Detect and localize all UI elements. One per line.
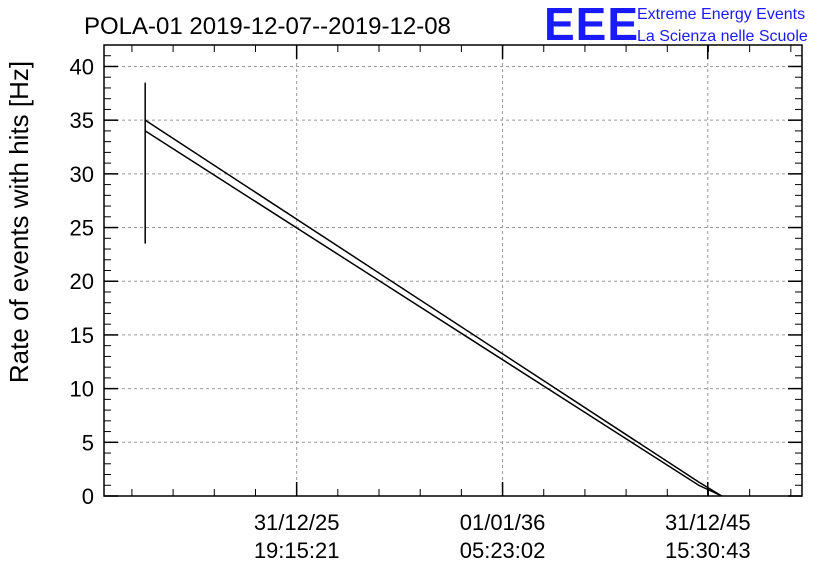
series-line-2 (144, 130, 723, 497)
chart-title: POLA-01 2019-12-07--2019-12-08 (84, 13, 451, 40)
tick-labels: 0 5 10 15 20 25 30 35 40 31/12/25 19:15:21 01/01/36… (70, 54, 751, 563)
x-tick-label-time: 19:15:21 (254, 538, 340, 563)
x-tick-label-date: 01/01/36 (460, 510, 546, 535)
plot-frame (103, 44, 803, 497)
data-marks (144, 82, 723, 497)
grid (104, 45, 802, 496)
y-tick-label: 30 (70, 162, 94, 187)
y-tick-label: 15 (70, 323, 94, 348)
y-tick-label: 10 (70, 377, 94, 402)
x-tick-label-time: 15:30:43 (665, 538, 751, 563)
x-tick-label-date: 31/12/25 (254, 510, 340, 535)
logo-line-2: La Scienza nelle Scuole (637, 28, 808, 45)
eee-logo: EEE Extreme Energy Events La Scienza nel… (544, 0, 808, 50)
y-tick-label: 5 (82, 430, 94, 455)
y-axis-label: Rate of events with hits [Hz] (4, 61, 34, 383)
series-line-1 (144, 119, 723, 497)
y-tick-label: 35 (70, 108, 94, 133)
y-tick-label: 0 (82, 484, 94, 509)
logo-line-1: Extreme Energy Events (637, 6, 805, 23)
y-tick-label: 25 (70, 216, 94, 241)
x-tick-label-date: 31/12/45 (665, 510, 751, 535)
y-tick-label: 40 (70, 54, 94, 79)
logo-mark: EEE (544, 0, 639, 50)
y-tick-label: 20 (70, 269, 94, 294)
axes (103, 44, 803, 497)
x-tick-label-time: 05:23:02 (460, 538, 546, 563)
